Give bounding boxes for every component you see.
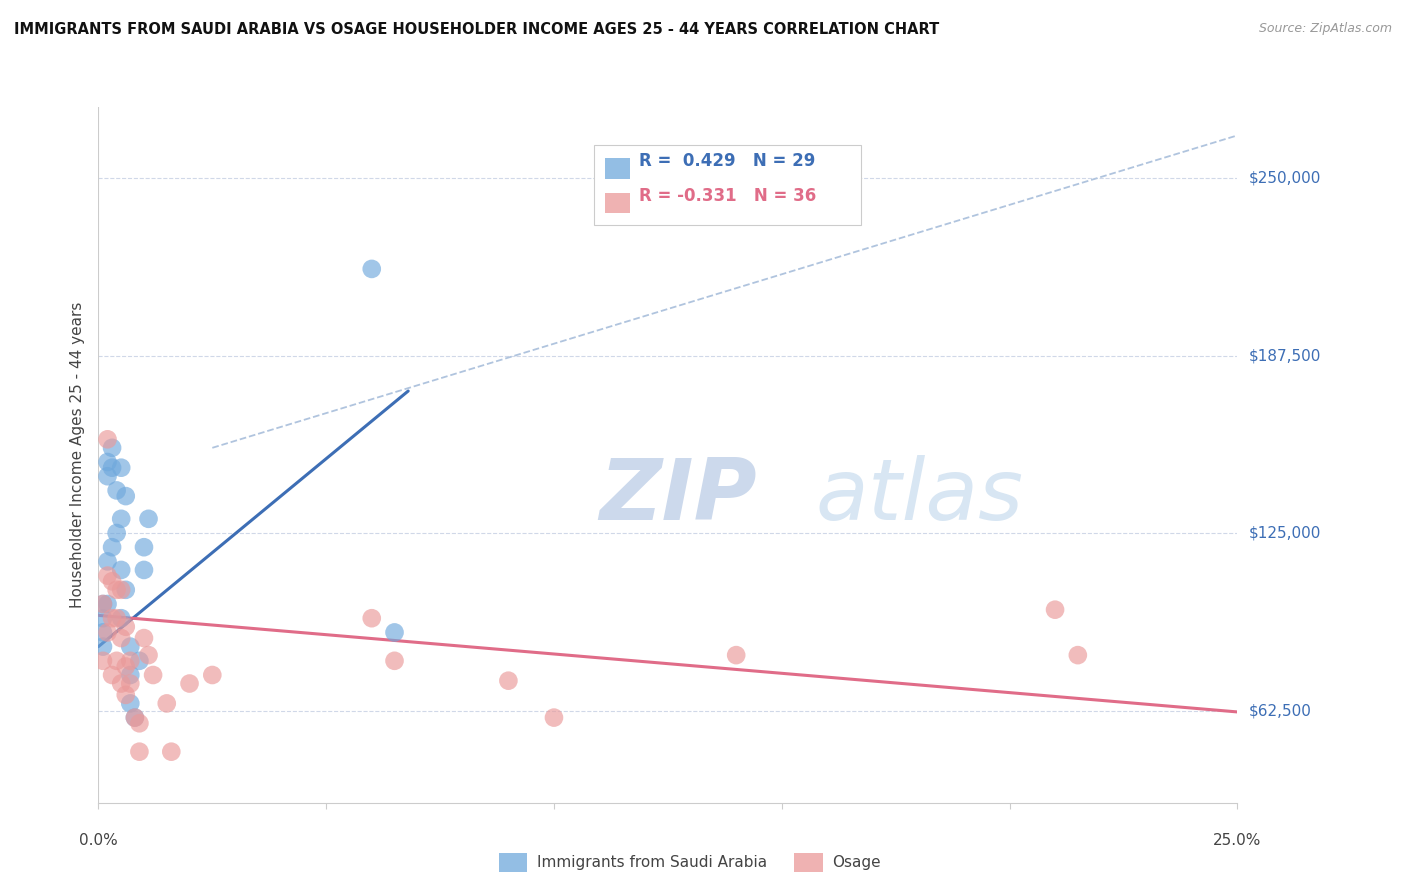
Point — [156, 697, 179, 711]
Point — [120, 676, 142, 690]
Point — [128, 716, 150, 731]
Point — [128, 745, 150, 759]
Point — [725, 648, 748, 662]
Point — [138, 648, 160, 662]
Text: $62,500: $62,500 — [1249, 703, 1312, 718]
Text: R = -0.331   N = 36: R = -0.331 N = 36 — [640, 187, 817, 205]
Point — [384, 654, 406, 668]
Text: IMMIGRANTS FROM SAUDI ARABIA VS OSAGE HOUSEHOLDER INCOME AGES 25 - 44 YEARS CORR: IMMIGRANTS FROM SAUDI ARABIA VS OSAGE HO… — [14, 22, 939, 37]
Point — [96, 568, 118, 582]
Point — [101, 441, 124, 455]
Text: ZIP: ZIP — [599, 455, 758, 538]
Text: $250,000: $250,000 — [1249, 170, 1320, 186]
Point — [360, 611, 382, 625]
Point — [120, 668, 142, 682]
Point — [132, 563, 155, 577]
Point — [114, 659, 136, 673]
Point — [124, 710, 146, 724]
FancyBboxPatch shape — [593, 145, 862, 226]
Point — [96, 469, 118, 483]
Text: Osage: Osage — [832, 855, 882, 870]
Point — [132, 540, 155, 554]
Point — [91, 611, 114, 625]
Text: $187,500: $187,500 — [1249, 348, 1320, 363]
Text: 25.0%: 25.0% — [1213, 833, 1261, 848]
Point — [105, 582, 128, 597]
Point — [91, 654, 114, 668]
Point — [96, 554, 118, 568]
Point — [128, 654, 150, 668]
Point — [124, 710, 146, 724]
Point — [96, 432, 118, 446]
Point — [543, 710, 565, 724]
Point — [101, 574, 124, 589]
Point — [114, 688, 136, 702]
Point — [101, 611, 124, 625]
Point — [120, 697, 142, 711]
Point — [498, 673, 520, 688]
Point — [110, 460, 132, 475]
Point — [142, 668, 165, 682]
Point — [105, 654, 128, 668]
Point — [1043, 603, 1066, 617]
Point — [91, 640, 114, 654]
Point — [96, 597, 118, 611]
Point — [1067, 648, 1090, 662]
Point — [110, 582, 132, 597]
Point — [114, 620, 136, 634]
Point — [201, 668, 224, 682]
Text: Immigrants from Saudi Arabia: Immigrants from Saudi Arabia — [537, 855, 768, 870]
Point — [160, 745, 183, 759]
Y-axis label: Householder Income Ages 25 - 44 years: Householder Income Ages 25 - 44 years — [70, 301, 86, 608]
Point — [110, 611, 132, 625]
Point — [110, 563, 132, 577]
Text: 0.0%: 0.0% — [79, 833, 118, 848]
Point — [91, 625, 114, 640]
Point — [101, 540, 124, 554]
Point — [138, 512, 160, 526]
Point — [360, 261, 382, 276]
Point — [114, 489, 136, 503]
Bar — [605, 193, 630, 213]
Point — [110, 631, 132, 645]
Point — [105, 483, 128, 498]
Text: Source: ZipAtlas.com: Source: ZipAtlas.com — [1258, 22, 1392, 36]
Point — [105, 611, 128, 625]
Point — [384, 625, 406, 640]
Point — [91, 597, 114, 611]
Point — [110, 512, 132, 526]
Point — [91, 597, 114, 611]
Point — [179, 676, 201, 690]
Point — [101, 668, 124, 682]
Point — [105, 526, 128, 541]
Point — [96, 455, 118, 469]
Bar — [605, 158, 630, 178]
Point — [120, 654, 142, 668]
Point — [101, 460, 124, 475]
Text: atlas: atlas — [815, 455, 1024, 538]
Point — [120, 640, 142, 654]
Point — [96, 625, 118, 640]
Text: R =  0.429   N = 29: R = 0.429 N = 29 — [640, 153, 815, 170]
Point — [110, 676, 132, 690]
Point — [132, 631, 155, 645]
Point — [114, 582, 136, 597]
Text: $125,000: $125,000 — [1249, 525, 1320, 541]
